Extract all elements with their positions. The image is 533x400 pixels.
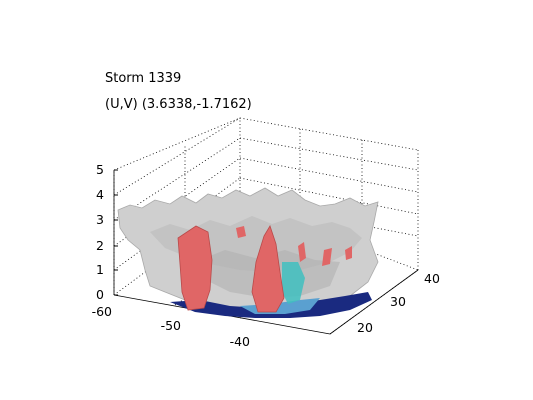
y-tick-label: 30: [390, 294, 406, 309]
z-tick-label: 0: [96, 287, 104, 302]
z-tick-label: 2: [96, 238, 104, 253]
x-tick-label: -60: [92, 304, 112, 319]
z-tick-label: 5: [96, 162, 104, 177]
chart-subtitle: (U,V) (3.6338,-1.7162): [105, 97, 252, 112]
outer-surface: [117, 187, 379, 313]
inner-columns: [177, 225, 352, 313]
x-tick-label: -40: [230, 334, 250, 349]
x-tick-label: -50: [161, 318, 181, 333]
x-axis: -60 -50 -40: [92, 304, 250, 349]
z-tick-label: 3: [96, 212, 104, 227]
y-tick-label: 40: [424, 271, 440, 286]
z-tick-label: 4: [96, 187, 104, 202]
lower-core: [282, 262, 305, 304]
z-axis: 0 1 2 3 4 5: [96, 162, 118, 302]
y-tick-label: 20: [357, 320, 373, 335]
y-axis: 20 30 40: [357, 271, 440, 335]
z-tick-label: 1: [96, 262, 104, 277]
chart-title: Storm 1339: [105, 71, 182, 86]
